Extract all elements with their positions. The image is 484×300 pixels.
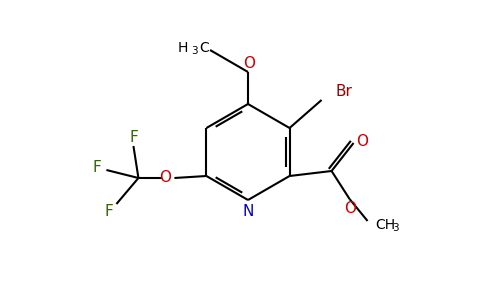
Text: CH: CH <box>376 218 396 232</box>
Text: O: O <box>159 169 171 184</box>
Text: H: H <box>178 41 188 55</box>
Text: N: N <box>242 203 254 218</box>
Text: F: F <box>92 160 101 175</box>
Text: O: O <box>345 200 357 215</box>
Text: O: O <box>243 56 255 70</box>
Text: 3: 3 <box>393 223 399 233</box>
Text: O: O <box>357 134 369 148</box>
Text: C: C <box>199 41 209 55</box>
Text: Br: Br <box>335 85 352 100</box>
Text: F: F <box>129 130 138 145</box>
Text: 3: 3 <box>191 46 197 56</box>
Text: F: F <box>104 205 113 220</box>
